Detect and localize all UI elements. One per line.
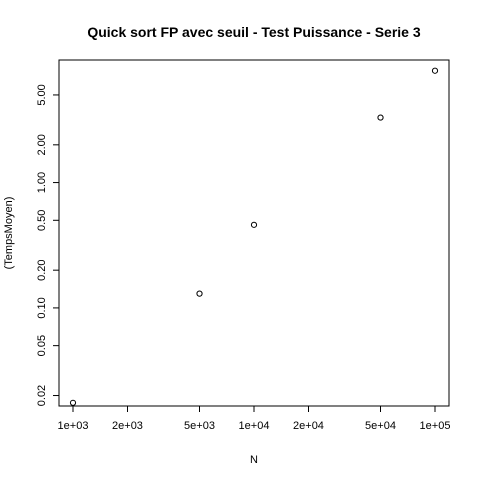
- chart-title: Quick sort FP avec seuil - Test Puissanc…: [87, 24, 421, 40]
- x-tick-label: 2e+04: [293, 420, 324, 432]
- x-axis-label: N: [250, 454, 258, 466]
- y-tick-label: 0.02: [36, 385, 48, 406]
- data-points: [69, 67, 439, 406]
- data-point: [69, 399, 77, 406]
- y-axis: 0.02 0.05 0.10 0.20 0.50 1.00 2.00 5.00: [36, 84, 59, 406]
- y-tick-label: 0.05: [36, 335, 48, 356]
- y-tick-label: 0.10: [36, 297, 48, 318]
- data-point: [431, 67, 439, 74]
- data-point: [196, 290, 203, 297]
- x-tick-label: 2e+03: [112, 420, 143, 432]
- data-point: [377, 114, 384, 121]
- y-tick-label: 2.00: [36, 134, 48, 155]
- x-tick-label: 1e+05: [420, 420, 451, 432]
- y-tick-label: 0.50: [36, 210, 48, 231]
- y-axis-label: (TempsMoyen): [3, 197, 15, 270]
- x-tick-label: 1e+03: [58, 420, 89, 432]
- x-axis: 1e+03 2e+03 5e+03 1e+04 2e+04 5e+04 1e+05: [58, 406, 451, 432]
- x-tick-label: 1e+04: [239, 420, 270, 432]
- x-tick-label: 5e+03: [184, 420, 215, 432]
- plot-frame: [58, 59, 450, 407]
- y-tick-label: 5.00: [36, 84, 48, 105]
- y-tick-label: 0.20: [36, 259, 48, 280]
- data-point: [250, 221, 258, 228]
- x-tick-label: 5e+04: [365, 420, 396, 432]
- y-tick-label: 1.00: [36, 172, 48, 193]
